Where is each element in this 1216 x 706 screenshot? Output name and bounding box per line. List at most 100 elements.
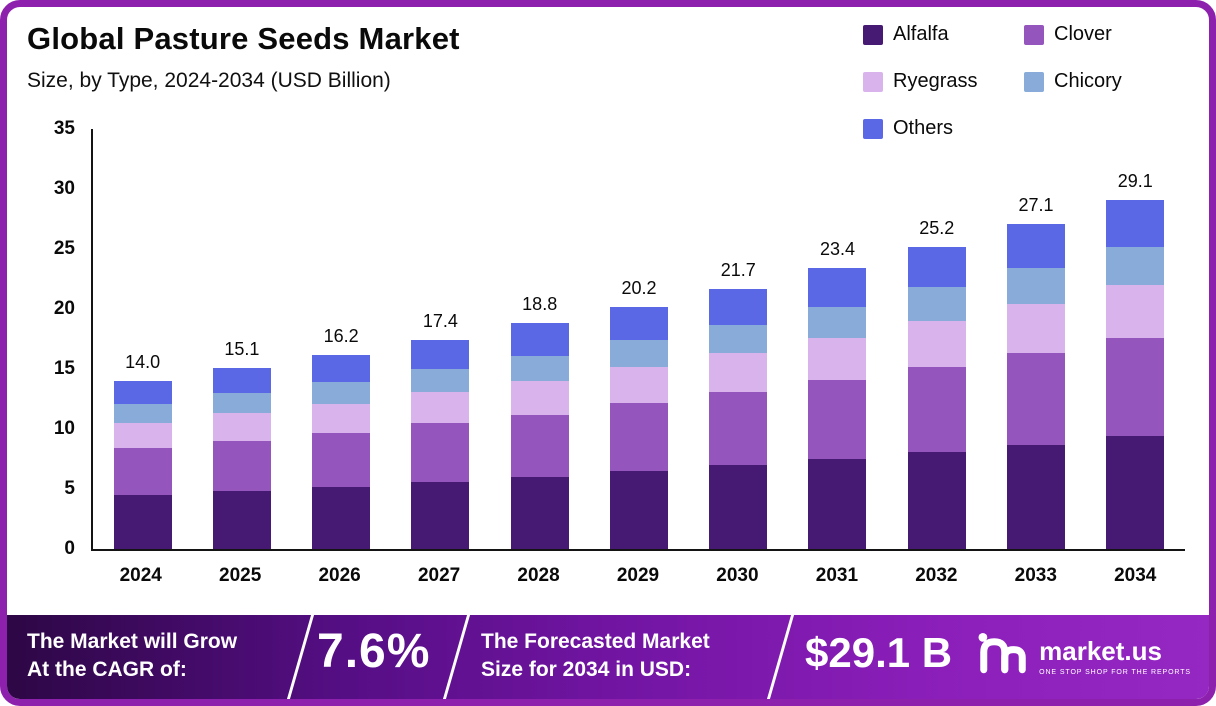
- bar-segment-alfalfa: [709, 464, 768, 549]
- bar-segment-clover: [808, 379, 867, 459]
- bar-value-label: 15.1: [224, 338, 260, 359]
- bar-segment-chicory: [411, 369, 470, 392]
- legend-label: Others: [893, 117, 954, 139]
- bar-segment-others: [1106, 199, 1165, 247]
- bar-segment-others: [907, 246, 966, 288]
- bar-slot: 17.4: [391, 129, 490, 549]
- x-axis-labels: 2024 2025 2026 2027 2028 2029 2030 2031 2032 2033…: [91, 551, 1185, 587]
- y-axis-label: 30: [53, 178, 75, 199]
- bar-value-label: 18.8: [522, 294, 558, 315]
- cagr-value: 7.6%: [317, 625, 431, 678]
- banner-divider: [440, 607, 473, 699]
- forecast-value: $29.1 B: [805, 629, 953, 676]
- bar-segment-ryegrass: [212, 413, 271, 441]
- legend-label: Alfalfa: [893, 23, 949, 45]
- bar-segment-others: [709, 288, 768, 325]
- chart-header: Global Pasture Seeds Market Size, by Typ…: [27, 21, 460, 93]
- bar-segment-others: [1007, 223, 1066, 269]
- banner-divider: [284, 607, 317, 699]
- legend-label: Chicory: [1054, 70, 1122, 92]
- legend-item-alfalfa: Alfalfa: [863, 23, 1024, 46]
- bar-2034: [1106, 199, 1165, 549]
- bar-2026: [312, 354, 371, 549]
- brand: market.us ONE STOP SHOP FOR THE REPORTS: [975, 631, 1191, 682]
- bar-slot: 16.2: [292, 129, 391, 549]
- legend-swatch: [1024, 71, 1044, 92]
- bar-segment-ryegrass: [411, 391, 470, 423]
- legend: Alfalfa Clover Ryegrass Chicory Others: [863, 23, 1185, 140]
- x-axis-label: 2027: [417, 565, 461, 586]
- bar-segment-ryegrass: [808, 337, 867, 380]
- bar-segment-clover: [510, 414, 569, 477]
- legend-item-ryegrass: Ryegrass: [863, 70, 1024, 93]
- y-axis-label: 15: [53, 358, 75, 379]
- bar-2029: [609, 306, 668, 549]
- y-axis-label: 5: [64, 478, 75, 499]
- bar-segment-chicory: [312, 382, 371, 404]
- x-axis-label: 2030: [716, 565, 759, 586]
- cagr-banner: The Market will Grow At the CAGR of: 7.6…: [7, 607, 1209, 699]
- bar-segment-clover: [609, 402, 668, 471]
- bar-value-label: 17.4: [422, 311, 458, 332]
- bar-slot: 21.7: [689, 129, 788, 549]
- bar-segment-ryegrass: [709, 353, 768, 392]
- x-axis-label: 2031: [815, 565, 859, 586]
- bar-segment-chicory: [510, 355, 569, 381]
- x-axis-label: 2032: [915, 565, 958, 586]
- x-axis-label: 2033: [1014, 565, 1057, 586]
- bar-value-label: 16.2: [323, 325, 359, 346]
- bar-2031: [808, 268, 867, 549]
- bar-segment-others: [312, 354, 371, 383]
- legend-item-chicory: Chicory: [1024, 70, 1185, 93]
- bar-segment-others: [510, 323, 569, 356]
- bar-value-label: 14.0: [125, 352, 161, 372]
- bar-segment-clover: [1007, 353, 1066, 445]
- bar-segment-chicory: [609, 340, 668, 367]
- bar-segment-alfalfa: [312, 486, 371, 549]
- legend-item-clover: Clover: [1024, 23, 1185, 46]
- legend-swatch: [863, 71, 883, 92]
- forecast-label-line1: The Forecasted Market: [481, 630, 710, 653]
- bar-segment-others: [609, 306, 668, 341]
- legend-swatch: [1024, 24, 1044, 45]
- x-axis-label: 2034: [1114, 565, 1157, 586]
- legend-label: Ryegrass: [893, 70, 978, 92]
- y-axis-label: 35: [53, 118, 75, 139]
- y-axis-label: 20: [53, 298, 75, 319]
- bar-2027: [411, 340, 470, 549]
- bar-segment-alfalfa: [510, 476, 569, 549]
- y-axis-label: 0: [64, 538, 75, 559]
- bar-2028: [510, 323, 569, 549]
- cagr-label-line1: The Market will Grow: [27, 630, 238, 653]
- bar-segment-ryegrass: [1007, 304, 1066, 354]
- bar-2030: [709, 288, 768, 549]
- bar-segment-alfalfa: [212, 491, 271, 549]
- bar-slot: 20.2: [589, 129, 688, 549]
- bar-value-label: 20.2: [621, 277, 657, 298]
- bar-segment-chicory: [1106, 246, 1165, 285]
- bar-2032: [907, 246, 966, 549]
- x-axis-label: 2026: [318, 565, 361, 586]
- page-title: Global Pasture Seeds Market: [27, 21, 460, 56]
- cagr-label-line2: At the CAGR of:: [27, 657, 187, 681]
- bar-segment-others: [212, 367, 271, 393]
- bar-segment-chicory: [808, 306, 867, 338]
- forecast-label: The Forecasted Market Size for 2034 in U…: [481, 628, 710, 684]
- banner-divider: [764, 607, 797, 699]
- chart: 0 5 10 15 20 25 30 35 14.0 15.1 16.2 17.4 18.8 20.2 2…: [33, 118, 1185, 587]
- bar-2033: [1007, 223, 1066, 549]
- bar-segment-clover: [411, 422, 470, 482]
- bar-segment-clover: [709, 391, 768, 465]
- bar-value-label: 25.2: [919, 217, 955, 238]
- x-axis-label: 2028: [517, 565, 560, 586]
- bar-segment-clover: [212, 440, 271, 492]
- bar-slot: 14.0: [93, 129, 192, 549]
- bar-segment-others: [113, 381, 172, 404]
- bar-segment-ryegrass: [609, 366, 668, 403]
- legend-item-others: Others: [863, 117, 1024, 140]
- bar-slot: 15.1: [192, 129, 291, 549]
- bar-segment-alfalfa: [609, 470, 668, 549]
- bar-segment-ryegrass: [113, 422, 172, 449]
- x-axis-label: 2024: [119, 565, 162, 586]
